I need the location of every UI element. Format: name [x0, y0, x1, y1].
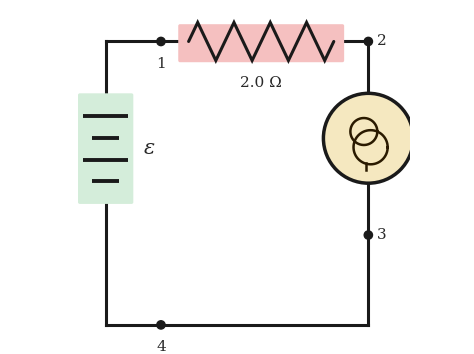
Circle shape — [364, 37, 373, 46]
FancyBboxPatch shape — [78, 93, 133, 204]
Text: 2: 2 — [377, 34, 386, 48]
Text: 4: 4 — [156, 340, 166, 354]
Circle shape — [157, 321, 165, 329]
FancyBboxPatch shape — [178, 24, 344, 62]
Text: ε: ε — [144, 139, 155, 158]
Text: 2.0 Ω: 2.0 Ω — [240, 76, 282, 90]
Circle shape — [157, 37, 165, 46]
Text: 3: 3 — [377, 228, 386, 242]
Circle shape — [323, 93, 413, 183]
Circle shape — [364, 231, 373, 239]
Text: 1: 1 — [156, 57, 166, 71]
